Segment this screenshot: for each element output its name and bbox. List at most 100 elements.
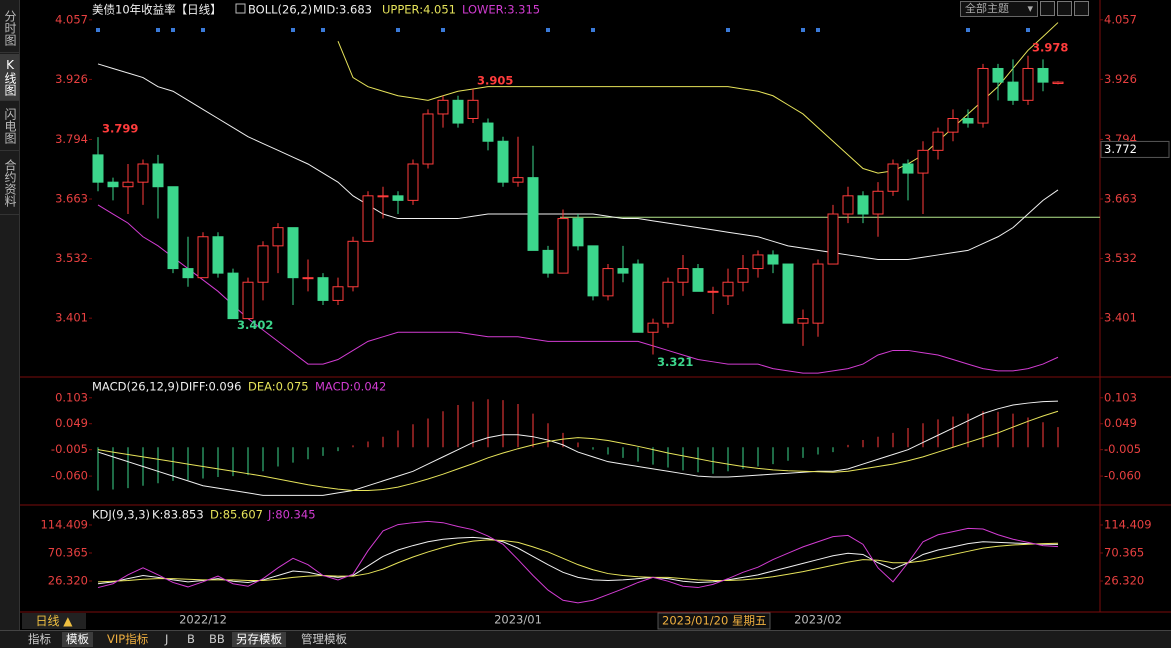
dot: [96, 28, 100, 32]
indicator-name: BOLL(26,2): [248, 3, 312, 17]
y-tick-label: 3.926: [1104, 72, 1137, 86]
side-tab[interactable]: 合约资料: [0, 152, 19, 215]
icon-button[interactable]: [1040, 1, 1055, 16]
icon-button[interactable]: [1074, 1, 1089, 16]
y-tick-label: 3.401: [1104, 311, 1137, 325]
y-tick-label: 3.532: [1104, 251, 1137, 265]
candle-body: [722, 281, 734, 297]
candle-body: [947, 118, 959, 133]
y-tick-label: -0.060: [51, 469, 88, 483]
dot: [546, 28, 550, 32]
side-tab[interactable]: 闪电图: [0, 102, 19, 151]
candle-body: [347, 240, 359, 288]
candle-body: [407, 163, 419, 201]
theme-dropdown[interactable]: 全部主题 ▾: [960, 1, 1038, 17]
dot: [201, 28, 205, 32]
dot: [1026, 28, 1030, 32]
candle-body: [227, 272, 239, 320]
theme-label: 全部主题: [965, 2, 1009, 15]
dot: [816, 28, 820, 32]
icon-button[interactable]: [1057, 1, 1072, 16]
dot: [321, 28, 325, 32]
indicator-line: [97, 520, 1059, 604]
bottom-tab[interactable]: VIP指标: [107, 632, 149, 646]
y-tick-label: 0.049: [55, 416, 88, 430]
dot: [171, 28, 175, 32]
candle-body: [842, 195, 854, 215]
candle-body: [902, 163, 914, 174]
candle-body: [767, 254, 779, 265]
candle-body: [677, 268, 689, 283]
candle-body: [527, 177, 539, 251]
candle-body: [662, 281, 674, 324]
candle-body: [152, 163, 164, 188]
candle-body: [752, 254, 764, 270]
legend-entry: LOWER:3.315: [462, 3, 540, 17]
candle-body: [1052, 81, 1064, 84]
y-tick-label: 0.049: [1104, 416, 1137, 430]
legend-entry: MID:3.683: [313, 3, 372, 17]
candle-body: [197, 236, 209, 279]
candle-body: [632, 263, 644, 333]
bottom-tab[interactable]: BB: [209, 632, 225, 646]
cursor-date-box: [657, 612, 771, 630]
candle-body: [617, 268, 629, 274]
candle-body: [992, 67, 1004, 83]
candle-body: [182, 268, 194, 279]
candle-body: [572, 218, 584, 247]
dot: [291, 28, 295, 32]
candle-body: [647, 322, 659, 333]
bottom-tab[interactable]: 指标: [28, 632, 51, 646]
indicator-line: [97, 63, 1059, 260]
candle-body: [827, 213, 839, 265]
candle-body: [332, 286, 344, 301]
y-tick-label: 3.926: [55, 72, 88, 86]
price-annotation: 3.321: [657, 355, 693, 369]
candle-body: [512, 177, 524, 183]
candle-body: [1022, 67, 1034, 101]
side-tab[interactable]: K线图: [0, 54, 19, 101]
candle-body: [1037, 67, 1049, 83]
y-tick-label: 3.794: [55, 132, 88, 146]
period-selector[interactable]: 日线 ▲: [22, 613, 86, 629]
y-tick-label: -0.005: [51, 442, 88, 456]
bottom-tab[interactable]: 模板: [62, 632, 93, 647]
y-tick-label: -0.060: [1104, 469, 1141, 483]
candle-body: [302, 277, 314, 280]
candle-body: [107, 181, 119, 188]
candle-body: [137, 163, 149, 183]
candle-body: [272, 227, 284, 247]
indicator-line: [97, 400, 1059, 496]
price-annotation: 3.905: [477, 73, 513, 87]
y-tick-label: 0.103: [1104, 390, 1137, 404]
side-tab[interactable]: 分时图: [0, 4, 19, 53]
bottom-tab[interactable]: B: [187, 632, 195, 646]
y-tick-label: 26.320: [48, 573, 88, 587]
legend-entry: UPPER:4.051: [382, 3, 456, 17]
candle-body: [917, 149, 929, 174]
y-tick-label: -0.005: [1104, 442, 1141, 456]
candle-body: [707, 290, 719, 293]
dot: [591, 28, 595, 32]
bottom-tab[interactable]: 管理模板: [301, 632, 347, 646]
candle-body: [602, 268, 614, 297]
candle-body: [812, 263, 824, 324]
candle-body: [587, 245, 599, 297]
candle-body: [557, 218, 569, 274]
dot: [156, 28, 160, 32]
legend-entry: D:85.607: [210, 508, 263, 522]
y-tick-label: 3.532: [55, 251, 88, 265]
cursor-box: [1100, 140, 1170, 158]
x-tick-label: 2022/12: [179, 613, 227, 627]
dot: [726, 28, 730, 32]
y-tick-label: 70.365: [48, 545, 88, 559]
candle-body: [542, 249, 554, 274]
x-tick-label: 2023/01: [494, 613, 542, 627]
candle-body: [977, 67, 989, 124]
bottom-tab[interactable]: J: [165, 632, 169, 646]
indicator-line: [97, 410, 1059, 492]
bottom-tab[interactable]: 另存模板: [232, 632, 286, 647]
